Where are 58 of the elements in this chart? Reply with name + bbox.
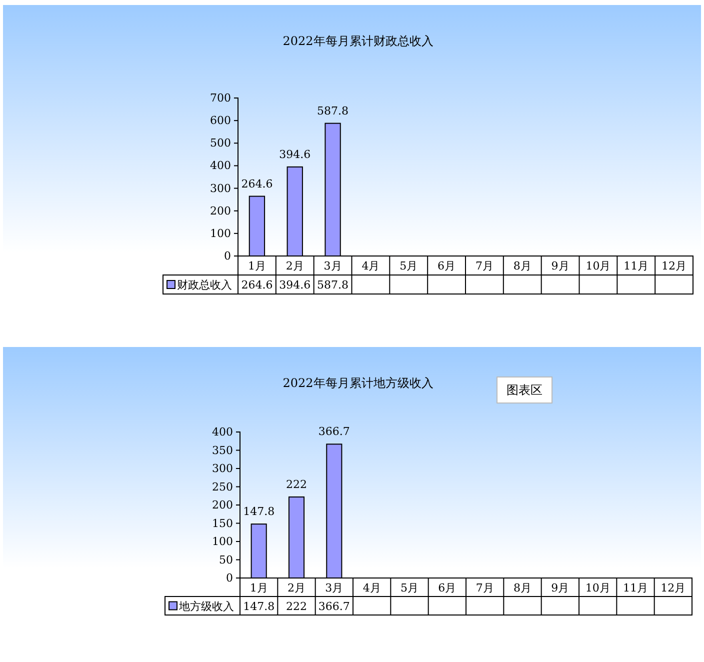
x-tick-label: 3月 [325, 581, 344, 594]
data-label: 587.8 [317, 278, 349, 292]
y-tick-label: 700 [210, 92, 231, 105]
y-tick-label: 200 [210, 204, 231, 218]
x-tick-label: 9月 [551, 581, 570, 594]
x-tick-label: 7月 [475, 260, 494, 272]
y-tick-label: 400 [210, 159, 231, 172]
x-tick-label: 6月 [438, 581, 456, 594]
y-tick-label: 200 [212, 498, 233, 512]
x-tick-label: 2月 [288, 581, 306, 594]
data-label: 147.8 [243, 600, 275, 613]
y-tick-label: 300 [212, 462, 233, 476]
x-tick-label: 8月 [514, 581, 532, 594]
annotation: 147.8 [243, 505, 275, 518]
x-tick-label: 1月 [248, 260, 266, 272]
y-tick-label: 100 [212, 535, 233, 548]
y-tick-label: 350 [212, 444, 233, 457]
annotation: 394.6 [279, 148, 311, 161]
y-tick-label: 150 [212, 516, 233, 530]
x-tick-label: 4月 [362, 581, 381, 594]
annotation: 587.8 [317, 104, 349, 118]
x-tick-label: 12月 [660, 581, 686, 594]
y-tick-label: 300 [210, 182, 231, 195]
chart-title: 2022年每月累计地方级收入 [282, 376, 434, 390]
data-label: 264.6 [241, 278, 273, 292]
y-tick-label: 0 [226, 572, 233, 585]
y-tick-label: 100 [210, 226, 231, 240]
x-tick-label: 8月 [513, 260, 532, 272]
y-tick-label: 600 [210, 114, 231, 128]
x-tick-label: 5月 [400, 581, 418, 594]
y-tick-label: 50 [219, 553, 233, 566]
data-label: 366.7 [318, 600, 350, 613]
y-tick-label: 250 [212, 480, 233, 494]
x-tick-label: 11月 [623, 581, 648, 594]
data-label: 222 [286, 600, 307, 613]
y-tick-label: 0 [224, 250, 231, 263]
x-tick-label: 5月 [400, 260, 418, 272]
annotation: 366.7 [318, 425, 350, 438]
x-tick-label: 1月 [250, 581, 268, 594]
y-tick-label: 400 [212, 426, 233, 439]
x-tick-label: 10月 [586, 260, 611, 272]
annotation: 222 [286, 478, 307, 491]
x-tick-label: 3月 [324, 260, 342, 272]
x-tick-label: 7月 [476, 581, 494, 594]
annotation: 264.6 [241, 177, 273, 190]
legend-label: 地方级收入 [178, 600, 234, 613]
text: 图表区 [506, 383, 542, 397]
x-tick-label: 11月 [624, 260, 649, 272]
x-tick-label: 4月 [362, 260, 380, 272]
x-tick-label: 6月 [438, 260, 456, 272]
legend-label: 财政总收入 [177, 278, 232, 292]
chart-title: 2022年每月累计财政总收入 [282, 34, 434, 48]
x-tick-label: 10月 [585, 581, 610, 594]
x-tick-label: 9月 [551, 260, 570, 272]
y-tick-label: 500 [210, 136, 231, 150]
x-tick-label: 12月 [662, 260, 687, 272]
x-tick-label: 2月 [286, 260, 304, 272]
data-label: 394.6 [279, 278, 311, 292]
